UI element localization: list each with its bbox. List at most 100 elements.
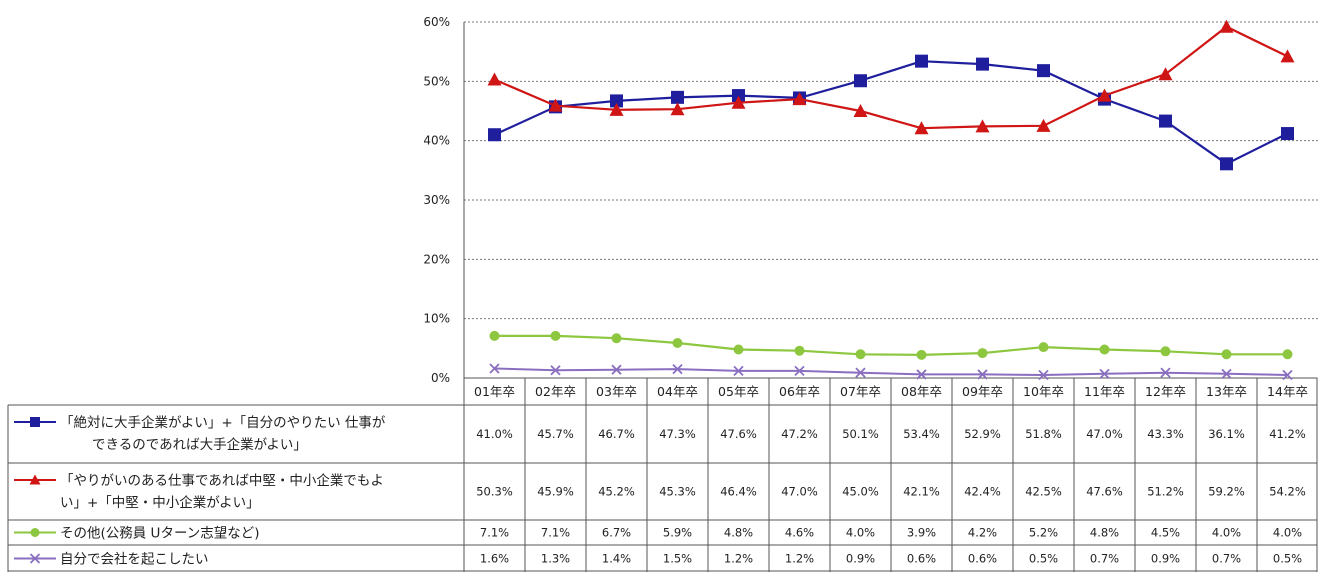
data-point-cross xyxy=(855,367,866,378)
table-value-cell: 0.6% xyxy=(907,552,936,566)
table-value-cell: 4.8% xyxy=(724,526,753,540)
data-point-circle xyxy=(672,337,683,348)
data-point-cross xyxy=(1099,368,1110,379)
table-value-cell: 5.9% xyxy=(663,526,692,540)
table-value-cell: 47.3% xyxy=(659,427,696,441)
table-value-cell: 50.1% xyxy=(842,427,879,441)
table-value-cell: 47.6% xyxy=(1086,485,1123,499)
data-point-triangle xyxy=(487,72,502,86)
data-point-square xyxy=(976,57,989,71)
table-value-cell: 54.2% xyxy=(1269,485,1306,499)
x-category-label: 04年卒 xyxy=(657,384,698,399)
table-value-cell: 0.9% xyxy=(1151,552,1180,566)
data-point-triangle xyxy=(731,95,746,109)
y-tick-label: 30% xyxy=(423,193,450,207)
legend-entry-text: 「やりがいのある仕事であれば中堅・中小企業でもよ xyxy=(60,472,384,489)
data-point-cross xyxy=(672,363,683,375)
x-category-label: 11年卒 xyxy=(1084,384,1125,399)
table-value-cell: 45.7% xyxy=(537,427,574,441)
legend-marker-square xyxy=(30,417,40,427)
data-point-triangle xyxy=(670,102,685,116)
table-value-cell: 6.7% xyxy=(602,526,631,540)
data-point-circle xyxy=(916,349,927,360)
table-value-cell: 46.4% xyxy=(720,485,757,499)
table-value-cell: 45.9% xyxy=(537,485,574,499)
data-point-triangle xyxy=(853,104,868,117)
data-point-circle xyxy=(733,344,744,355)
data-point-circle xyxy=(1282,349,1293,360)
table-value-cell: 43.3% xyxy=(1147,427,1184,441)
x-category-label: 03年卒 xyxy=(596,384,637,399)
y-tick-label: 50% xyxy=(423,74,450,88)
x-category-label: 09年卒 xyxy=(962,384,1003,399)
table-value-cell: 4.5% xyxy=(1151,526,1180,540)
table-value-cell: 7.1% xyxy=(480,526,509,540)
table-value-cell: 7.1% xyxy=(541,526,570,540)
table-value-cell: 52.9% xyxy=(964,427,1001,441)
table-value-cell: 4.0% xyxy=(1273,526,1302,540)
table-value-cell: 51.8% xyxy=(1025,427,1062,441)
x-category-label: 07年卒 xyxy=(840,384,881,399)
table-value-cell: 45.2% xyxy=(598,485,635,499)
table-value-cell: 42.1% xyxy=(903,485,940,499)
table-value-cell: 45.3% xyxy=(659,485,696,499)
table-value-cell: 50.3% xyxy=(476,485,513,499)
data-point-circle xyxy=(1099,344,1110,355)
table-value-cell: 0.5% xyxy=(1029,552,1058,566)
table-value-cell: 46.7% xyxy=(598,427,635,441)
table-value-cell: 1.5% xyxy=(663,552,692,566)
table-value-cell: 1.4% xyxy=(602,552,631,566)
x-category-label: 01年卒 xyxy=(474,384,515,399)
data-point-triangle xyxy=(1036,118,1051,132)
data-point-cross xyxy=(733,365,744,377)
data-point-cross xyxy=(1038,369,1049,381)
data-point-square xyxy=(1037,64,1050,78)
legend-entry-text: 自分で会社を起こしたい xyxy=(60,552,209,568)
series-line-circle xyxy=(494,334,1288,357)
data-point-circle xyxy=(489,330,500,341)
data-point-square xyxy=(1159,114,1172,128)
legend-entry-text: その他(公務員 Uターン志望など) xyxy=(60,526,260,542)
data-point-circle xyxy=(550,330,561,341)
data-point-circle xyxy=(611,333,622,344)
data-point-circle xyxy=(1038,342,1049,353)
data-point-cross xyxy=(611,364,622,375)
data-point-triangle xyxy=(1158,67,1173,81)
table-value-cell: 36.1% xyxy=(1208,427,1245,441)
x-category-label: 02年卒 xyxy=(535,384,576,399)
table-value-cell: 4.6% xyxy=(785,526,814,540)
y-tick-label: 60% xyxy=(423,15,450,29)
table-value-cell: 0.6% xyxy=(968,552,997,566)
series-line-square xyxy=(494,60,1288,166)
table-value-cell: 1.6% xyxy=(480,552,509,566)
data-point-square xyxy=(1281,127,1294,141)
legend-entry-text: い」+「中堅・中小企業がよい」 xyxy=(60,494,260,511)
data-point-triangle xyxy=(548,98,563,112)
data-point-triangle xyxy=(975,119,990,133)
data-point-cross xyxy=(1160,367,1171,378)
x-category-label: 10年卒 xyxy=(1023,384,1064,399)
data-point-square xyxy=(1220,157,1233,171)
data-point-circle xyxy=(855,349,866,360)
series-line-triangle xyxy=(494,25,1288,130)
table-value-cell: 59.2% xyxy=(1208,485,1245,499)
data-point-cross xyxy=(550,365,561,376)
x-category-label: 14年卒 xyxy=(1267,384,1308,399)
table-value-cell: 1.3% xyxy=(541,552,570,566)
x-category-label: 05年卒 xyxy=(718,384,759,399)
data-point-cross xyxy=(794,365,805,377)
table-value-cell: 42.5% xyxy=(1025,485,1062,499)
data-point-square xyxy=(854,74,867,88)
table-value-cell: 51.2% xyxy=(1147,485,1184,499)
table-value-cell: 47.6% xyxy=(720,427,757,441)
data-point-triangle xyxy=(1097,88,1112,102)
table-value-cell: 42.4% xyxy=(964,485,1001,499)
series-line-cross xyxy=(494,367,1288,377)
data-point-cross xyxy=(1221,368,1232,379)
table-value-cell: 1.2% xyxy=(785,552,814,566)
y-tick-label: 0% xyxy=(431,371,450,385)
table-value-cell: 0.9% xyxy=(846,552,875,566)
table-value-cell: 4.2% xyxy=(968,526,997,540)
data-point-triangle xyxy=(1219,19,1234,33)
